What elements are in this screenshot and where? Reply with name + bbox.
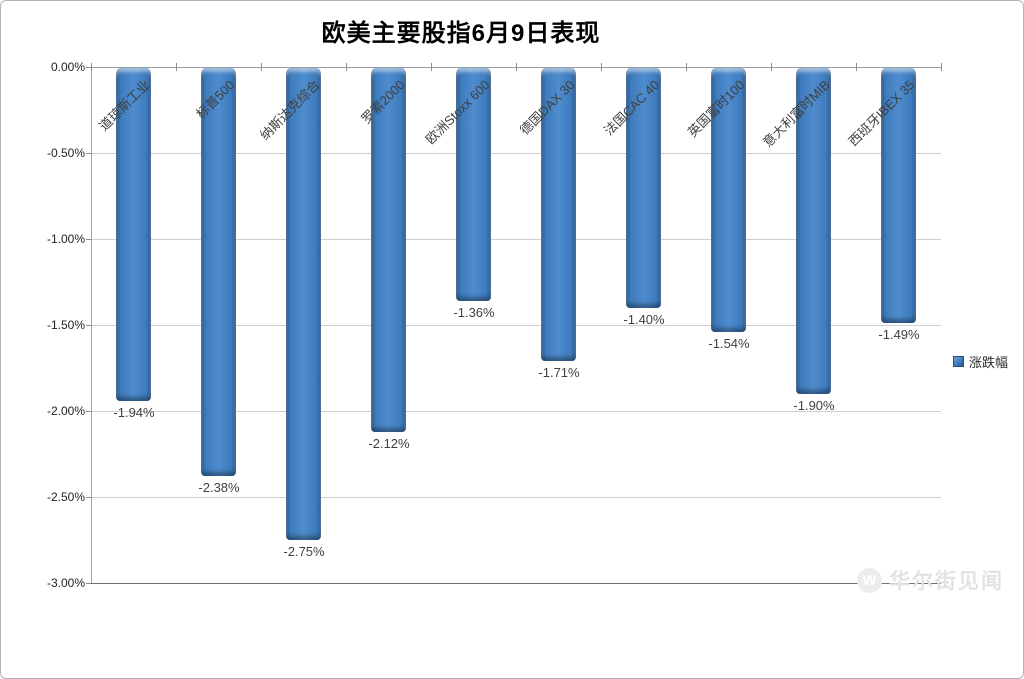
y-tick-label: -3.00% — [46, 576, 85, 590]
bar — [881, 68, 916, 323]
bar-value-label: -2.75% — [283, 544, 325, 559]
bar — [201, 68, 236, 476]
bar — [286, 68, 321, 540]
y-axis-tick — [86, 239, 91, 240]
y-tick-label: -2.00% — [46, 404, 85, 418]
y-gridline — [91, 497, 941, 498]
y-axis-tick — [86, 411, 91, 412]
y-tick-label: -2.50% — [46, 490, 85, 504]
y-tick-label: -1.50% — [46, 318, 85, 332]
bar — [796, 68, 831, 394]
category-axis-tick — [601, 63, 602, 71]
category-axis-tick — [176, 63, 177, 71]
watermark: W 华尔街见闻 — [857, 565, 1004, 595]
y-axis-tick — [86, 497, 91, 498]
bar — [711, 68, 746, 332]
watermark-logo-icon: W — [857, 567, 882, 593]
category-axis-tick — [856, 63, 857, 71]
category-axis-tick — [261, 63, 262, 71]
bar-value-label: -1.49% — [878, 327, 920, 342]
watermark-text: 华尔街见闻 — [889, 570, 1004, 593]
category-axis-tick — [686, 63, 687, 71]
y-gridline — [91, 583, 941, 584]
y-tick-label: 0.00% — [50, 60, 85, 74]
y-tick-label: -0.50% — [46, 146, 85, 160]
category-axis-tick — [431, 63, 432, 71]
y-tick-label: -1.00% — [46, 232, 85, 246]
category-axis-tick — [516, 63, 517, 71]
legend-label: 涨跌幅 — [969, 355, 1009, 370]
y-gridline — [91, 239, 941, 240]
y-axis-line — [91, 67, 92, 583]
bar-value-label: -2.38% — [198, 480, 240, 495]
bar-value-label: -1.54% — [708, 336, 750, 351]
bar — [626, 68, 661, 308]
chart-title: 欧美主要股指6月9日表现 — [321, 20, 601, 47]
y-axis-tick — [86, 153, 91, 154]
category-axis-tick — [941, 63, 942, 71]
bar — [456, 68, 491, 301]
bar — [116, 68, 151, 401]
bar-value-label: -1.71% — [538, 365, 580, 380]
category-axis-tick — [346, 63, 347, 71]
bar-value-label: -1.90% — [793, 398, 835, 413]
y-axis-tick — [86, 67, 91, 68]
category-axis-tick — [91, 63, 92, 71]
y-axis-tick — [86, 583, 91, 584]
legend-marker-icon — [953, 356, 964, 367]
legend: 涨跌幅 — [953, 352, 1008, 371]
y-gridline — [91, 325, 941, 326]
bar-value-label: -1.36% — [453, 305, 495, 320]
bar-value-label: -1.94% — [113, 405, 155, 420]
bar-value-label: -1.40% — [623, 312, 665, 327]
bar — [541, 68, 576, 361]
y-gridline — [91, 411, 941, 412]
y-gridline — [91, 153, 941, 154]
category-axis-tick — [771, 63, 772, 71]
bar-value-label: -2.12% — [368, 436, 410, 451]
y-axis-tick — [86, 325, 91, 326]
bar — [371, 68, 406, 432]
